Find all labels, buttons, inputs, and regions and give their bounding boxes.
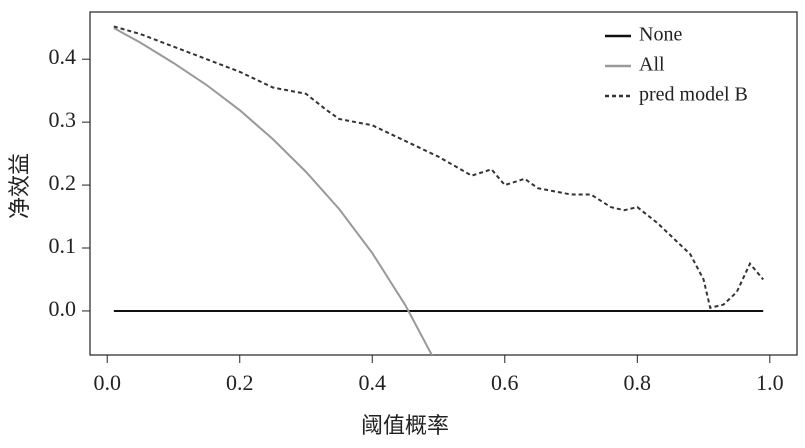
x-tick-label: 0.4	[359, 370, 387, 395]
legend: None All pred model B	[605, 24, 748, 106]
x-axis-label: 阈值概率	[361, 413, 449, 438]
series-line	[113, 27, 433, 355]
y-tick-label: 0.3	[49, 107, 77, 132]
plot-area	[113, 25, 764, 355]
x-tick-label: 0.0	[93, 370, 121, 395]
y-tick-label: 0.4	[49, 44, 77, 69]
series-line	[113, 25, 764, 310]
plot-frame	[89, 11, 798, 356]
legend-label: All	[639, 54, 665, 76]
y-tick-label: 0.2	[49, 170, 77, 195]
x-tick-label: 0.6	[491, 370, 519, 395]
legend-label: None	[639, 24, 682, 46]
x-tick-label: 1.0	[756, 370, 784, 395]
y-tick-label: 0.1	[49, 233, 77, 258]
y-axis-label: 净效益	[7, 153, 32, 219]
x-tick-label: 0.2	[226, 370, 254, 395]
legend-label: pred model B	[639, 84, 748, 106]
x-tick-label: 0.8	[624, 370, 652, 395]
y-tick-label: 0.0	[49, 296, 77, 321]
